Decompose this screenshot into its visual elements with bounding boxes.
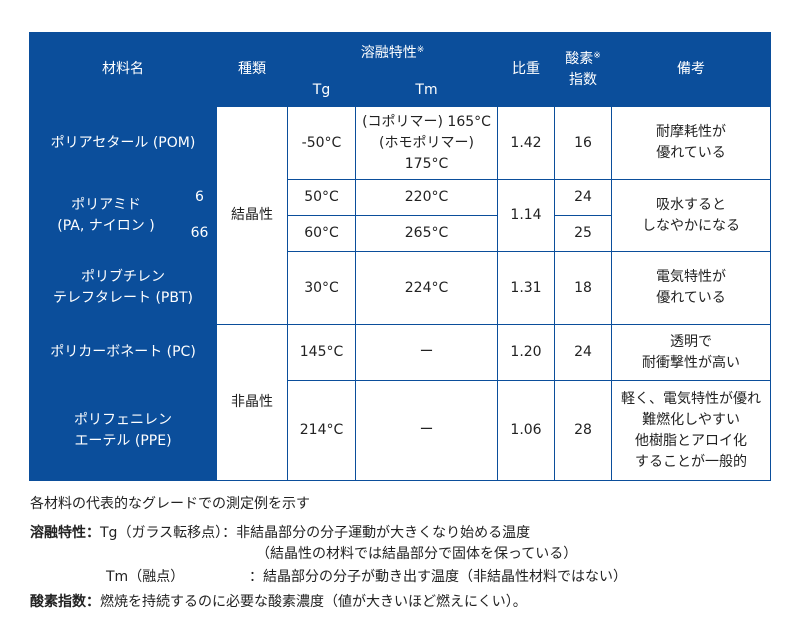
name-pom: ポリアセタール (POM) bbox=[29, 106, 217, 180]
note-oxygen-desc: 燃焼を持続するのに必要な酸素濃度（値が大きいほど燃えにくい）。 bbox=[100, 594, 527, 610]
note-representative: 各材料の代表的なグレードでの測定例を示す bbox=[30, 496, 310, 512]
name-pbt: ポリブチレンテレフタレート (PBT) bbox=[29, 251, 217, 325]
remark-ppe: 軽く、電気特性が優れ 難燃化しやすい 他樹脂とアロイ化 することが一般的 bbox=[611, 380, 772, 481]
header-oxygen-l2: 指数 bbox=[569, 71, 598, 88]
tg-ppe: 214°C bbox=[287, 380, 356, 481]
header-tm: Tm bbox=[354, 74, 499, 107]
note-melt-tm: Tm（融点） bbox=[106, 569, 185, 585]
note-melt-tg2: （結晶性の材料では結晶部分で固体を保っている） bbox=[256, 546, 578, 562]
sub-pa66: 66 bbox=[182, 215, 217, 252]
row-pbt: ポリブチレンテレフタレート (PBT) 30°C 224°C 1.31 18 電… bbox=[29, 251, 772, 325]
name-ppe-l2: エーテル (PPE) bbox=[74, 432, 172, 449]
remark-pbt-l1: 電気特性が bbox=[656, 269, 727, 285]
oi-pom: 16 bbox=[554, 106, 613, 180]
tm-pc: ー bbox=[354, 324, 499, 381]
remark-pc-l2: 耐衝撃性が高い bbox=[642, 354, 741, 371]
name-pa: ポリアミド (PA, ナイロン ) bbox=[29, 179, 183, 252]
tm-pom-l1: (コポリマー) 165°C bbox=[362, 113, 491, 130]
name-ppe-l1: ポリフェニレン bbox=[74, 411, 172, 428]
sg-pbt: 1.31 bbox=[497, 251, 556, 325]
oi-pbt: 18 bbox=[554, 251, 613, 325]
remark-ppe-l2: 難燃化しやすい bbox=[642, 411, 740, 428]
materials-table: 材料名 種類 溶融特性※ 比重 酸素※ 指数 備考 Tg Tm ポリアセタール (… bbox=[29, 32, 772, 481]
remark-pa-l2: しなやかになる bbox=[642, 217, 741, 234]
name-pbt-l2: テレフタレート (PBT) bbox=[53, 290, 193, 306]
type-amorphous: 非晶性 bbox=[216, 324, 288, 481]
remark-pa: 吸水するとしなやかになる bbox=[611, 179, 772, 252]
sg-pa: 1.14 bbox=[497, 179, 556, 252]
oi-pc: 24 bbox=[554, 324, 613, 381]
row-pa66: 66 60°C 265°C 25 bbox=[30, 215, 771, 252]
remark-ppe-l1: 軽く、電気特性が優れ bbox=[621, 390, 762, 407]
header-type: 種類 bbox=[216, 32, 288, 107]
remark-pom: 耐摩耗性が優れている bbox=[611, 106, 772, 180]
row-pom: ポリアセタール (POM) 結晶性 -50°C (コポリマー) 165°C (ホモ… bbox=[29, 106, 772, 325]
tm-pom: (コポリマー) 165°C (ホモポリマー) 175°C bbox=[354, 106, 499, 180]
tg-pom: -50°C bbox=[287, 106, 356, 180]
oi-pa66: 25 bbox=[554, 215, 613, 252]
row-pc: ポリカーボネート (PC) 非晶性 145°C ー 1.20 24 透明で耐衝撃… bbox=[29, 324, 772, 481]
remark-pbt: 電気特性が優れている bbox=[611, 251, 772, 325]
sg-pc: 1.20 bbox=[497, 324, 556, 381]
remark-pom-l1: 耐摩耗性が bbox=[656, 124, 727, 140]
remark-pa-l1: 吸水すると bbox=[656, 196, 727, 213]
row-ppe: ポリフェニレン エーテル (PPE) 214°C ー 1.06 28 軽く、電気特… bbox=[29, 380, 772, 481]
type-crystalline: 結晶性 bbox=[216, 106, 288, 325]
tm-pom-l2: (ホモポリマー) 175°C bbox=[379, 134, 474, 172]
oi-pa6: 24 bbox=[554, 179, 613, 216]
name-ppe: ポリフェニレン エーテル (PPE) bbox=[29, 380, 217, 481]
remark-pom-l2: 優れている bbox=[656, 145, 726, 161]
header-material: 材料名 bbox=[29, 32, 217, 107]
header-remarks: 備考 bbox=[611, 32, 772, 107]
remark-pc: 透明で耐衝撃性が高い bbox=[611, 324, 772, 381]
header-oxygen-l1: 酸素 bbox=[565, 50, 594, 67]
tm-pa6: 220°C bbox=[354, 179, 499, 216]
remark-pbt-l2: 優れている bbox=[656, 290, 726, 306]
tg-pa66: 60°C bbox=[287, 215, 356, 252]
tm-ppe: ー bbox=[354, 380, 499, 481]
header-melt: 溶融特性※ bbox=[286, 32, 499, 75]
sub-pa6: 6 bbox=[182, 179, 217, 216]
remark-pc-l1: 透明で bbox=[670, 333, 713, 350]
name-pc: ポリカーボネート (PC) bbox=[29, 324, 217, 381]
note-melt-tg-text: Tg（ガラス転移点）：非結晶部分の分子運動が大きくなり始める温度 bbox=[100, 525, 531, 541]
note-oxygen-label: 酸素指数： bbox=[30, 594, 100, 610]
note-melt-label: 溶融特性： bbox=[30, 525, 100, 541]
note-melt-tg: 溶融特性：Tg（ガラス転移点）：非結晶部分の分子運動が大きくなり始める温度 bbox=[30, 522, 530, 542]
remark-ppe-l3: 他樹脂とアロイ化 bbox=[635, 432, 748, 449]
header-tg: Tg bbox=[287, 74, 356, 107]
header-oxygen-mark: ※ bbox=[593, 50, 601, 61]
sg-pom: 1.42 bbox=[497, 106, 556, 180]
note-oxygen: 酸素指数：燃焼を持続するのに必要な酸素濃度（値が大きいほど燃えにくい）。 bbox=[30, 591, 527, 611]
name-pbt-l1: ポリブチレン bbox=[81, 269, 165, 285]
row-pa6: ポリアミド (PA, ナイロン ) 6 50°C 220°C 1.14 24 吸水… bbox=[29, 179, 772, 252]
header-oxygen: 酸素※ 指数 bbox=[554, 32, 613, 107]
header-sg: 比重 bbox=[497, 32, 556, 107]
tm-pa66: 265°C bbox=[354, 215, 499, 252]
name-pa-l1: ポリアミド bbox=[71, 196, 141, 213]
tm-pbt: 224°C bbox=[354, 251, 499, 325]
note-melt-tm-desc: ：結晶部分の分子が動き出す温度（非結晶性材料ではない） bbox=[249, 569, 627, 585]
tg-pc: 145°C bbox=[287, 324, 356, 381]
tg-pa6: 50°C bbox=[287, 179, 356, 216]
header-melt-label: 溶融特性 bbox=[360, 45, 417, 61]
oi-ppe: 28 bbox=[554, 380, 613, 481]
sg-ppe: 1.06 bbox=[497, 380, 556, 481]
remark-ppe-l4: することが一般的 bbox=[635, 453, 748, 470]
header-melt-mark: ※ bbox=[416, 45, 425, 55]
tg-pbt: 30°C bbox=[287, 251, 356, 325]
name-pa-l2: (PA, ナイロン ) bbox=[57, 217, 155, 234]
